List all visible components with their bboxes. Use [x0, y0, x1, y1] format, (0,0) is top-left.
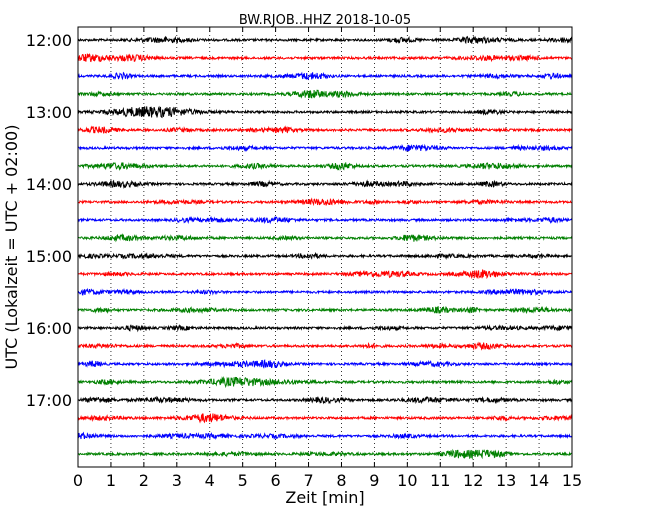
- x-tick-label: 5: [238, 471, 248, 490]
- trace-1715: [77, 413, 573, 424]
- x-tick-label: 0: [73, 471, 83, 490]
- trace-1215: [77, 53, 573, 63]
- x-tick-label: 3: [172, 471, 182, 490]
- chart-title: BW.RJOB..HHZ 2018-10-05: [239, 13, 411, 28]
- y-tick-label: 17:00: [26, 391, 72, 410]
- x-axis: 0 1 2 3 4 5 6 7 8 9 10 11 12 13 14 15: [73, 27, 582, 490]
- trace-1445: [77, 233, 573, 243]
- y-tick-label: 16:00: [26, 319, 72, 338]
- y-tick-label: 15:00: [26, 247, 72, 266]
- trace-1600: [77, 324, 573, 333]
- x-tick-label: 8: [336, 471, 346, 490]
- seismogram-traces: [77, 35, 573, 460]
- plot-frame: [77, 26, 573, 468]
- trace-1315: [77, 125, 573, 134]
- y-tick-label: 12:00: [26, 31, 72, 50]
- trace-1515: [77, 269, 573, 280]
- x-tick-label: 7: [303, 471, 313, 490]
- x-tick-label: 15: [562, 471, 582, 490]
- trace-1400: [77, 179, 573, 190]
- y-tick-label: 14:00: [26, 175, 72, 194]
- x-tick-label: 14: [529, 471, 549, 490]
- trace-1545: [77, 305, 573, 315]
- trace-1345: [77, 162, 573, 171]
- trace-1700: [77, 395, 573, 405]
- x-tick-label: 10: [397, 471, 417, 490]
- trace-1615: [77, 341, 573, 351]
- x-tick-label: 1: [106, 471, 116, 490]
- trace-1645: [77, 375, 573, 389]
- trace-1500: [77, 251, 573, 260]
- trace-1230: [77, 71, 573, 81]
- trace-1415: [77, 197, 573, 207]
- trace-1530: [77, 287, 573, 297]
- trace-1430: [77, 215, 573, 225]
- trace-1630: [77, 359, 573, 369]
- x-tick-label: 9: [369, 471, 379, 490]
- x-tick-label: 11: [430, 471, 450, 490]
- x-tick-label: 2: [139, 471, 149, 490]
- x-tick-label: 6: [271, 471, 281, 490]
- trace-1730: [77, 431, 573, 440]
- x-tick-label: 12: [463, 471, 483, 490]
- x-tick-label: 13: [496, 471, 516, 490]
- vertical-grid: [110, 27, 540, 467]
- y-tick-label: 13:00: [26, 103, 72, 122]
- trace-1245: [77, 89, 573, 99]
- y-axis-label: UTC (Lokalzeit = UTC + 02:00): [2, 125, 21, 370]
- trace-1300: [77, 105, 573, 119]
- trace-1330: [77, 143, 573, 153]
- y-axis: 12:00 13:00 14:00 15:00 16:00 17:00: [26, 31, 572, 410]
- trace-1745: [77, 448, 573, 460]
- x-axis-label: Zeit [min]: [285, 488, 364, 507]
- x-tick-label: 4: [205, 471, 215, 490]
- trace-1200: [77, 35, 573, 45]
